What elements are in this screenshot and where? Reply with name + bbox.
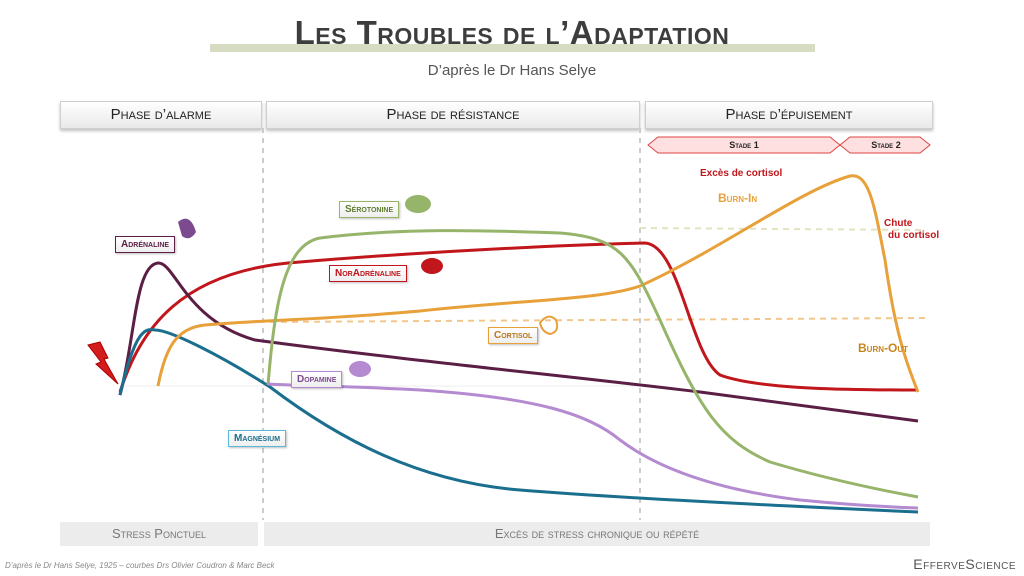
curve-adrenaline bbox=[118, 261, 919, 423]
exces-cortisol-text: Excès de cortisol bbox=[700, 168, 783, 179]
purple-flask-icon bbox=[178, 218, 196, 239]
source-caption: D’après le Dr Hans Selye, 1925 – courbes… bbox=[5, 561, 275, 570]
purple-brain-icon bbox=[349, 361, 371, 377]
dopamine-label: Dopamine bbox=[291, 371, 343, 388]
green-brain-icon bbox=[405, 195, 431, 213]
chute-text-2: du cortisol bbox=[888, 230, 940, 241]
stage2-label: Stade 2 bbox=[871, 140, 901, 150]
noradrenaline-label: NorAdrénaline bbox=[329, 265, 407, 282]
burn-out-text: Burn-Out bbox=[858, 341, 908, 355]
phase-resistance: Phase de résistance bbox=[266, 101, 640, 129]
cortisol-ref-line bbox=[269, 317, 926, 323]
curve-magnesium bbox=[118, 328, 919, 514]
serotonin-ref-line bbox=[639, 227, 926, 231]
cortisol-label: Cortisol bbox=[488, 327, 539, 344]
serotonine-label: Sérotonine bbox=[339, 201, 400, 218]
curve-cortisol bbox=[156, 174, 920, 393]
curve-serotonine bbox=[266, 229, 919, 499]
red-brain-icon bbox=[421, 258, 443, 274]
stage2-arrow bbox=[839, 136, 931, 154]
chute-text-1: Chute bbox=[884, 218, 913, 229]
page-subtitle: D’après le Dr Hans Selye bbox=[427, 62, 597, 79]
lightning-icon bbox=[87, 341, 119, 385]
magnesium-label: Magnésium bbox=[228, 430, 287, 447]
footer-stress-chronique: Excès de stress chronique ou répété bbox=[264, 522, 930, 546]
stage1-label: Stade 1 bbox=[729, 140, 759, 150]
title-underline bbox=[210, 44, 815, 52]
phase-alarme: Phase d’alarme bbox=[60, 101, 262, 129]
orange-adrenal-icon bbox=[538, 315, 559, 336]
phase-epuisement: Phase d’épuisement bbox=[645, 101, 933, 129]
curve-dopamine bbox=[267, 382, 919, 510]
adrenaline-label: Adrénaline bbox=[115, 236, 176, 253]
footer-stress-ponctuel: Stress Ponctuel bbox=[60, 522, 258, 546]
burn-in-text: Burn-In bbox=[718, 191, 758, 205]
brand-logo: EfferveScience bbox=[913, 556, 1016, 572]
